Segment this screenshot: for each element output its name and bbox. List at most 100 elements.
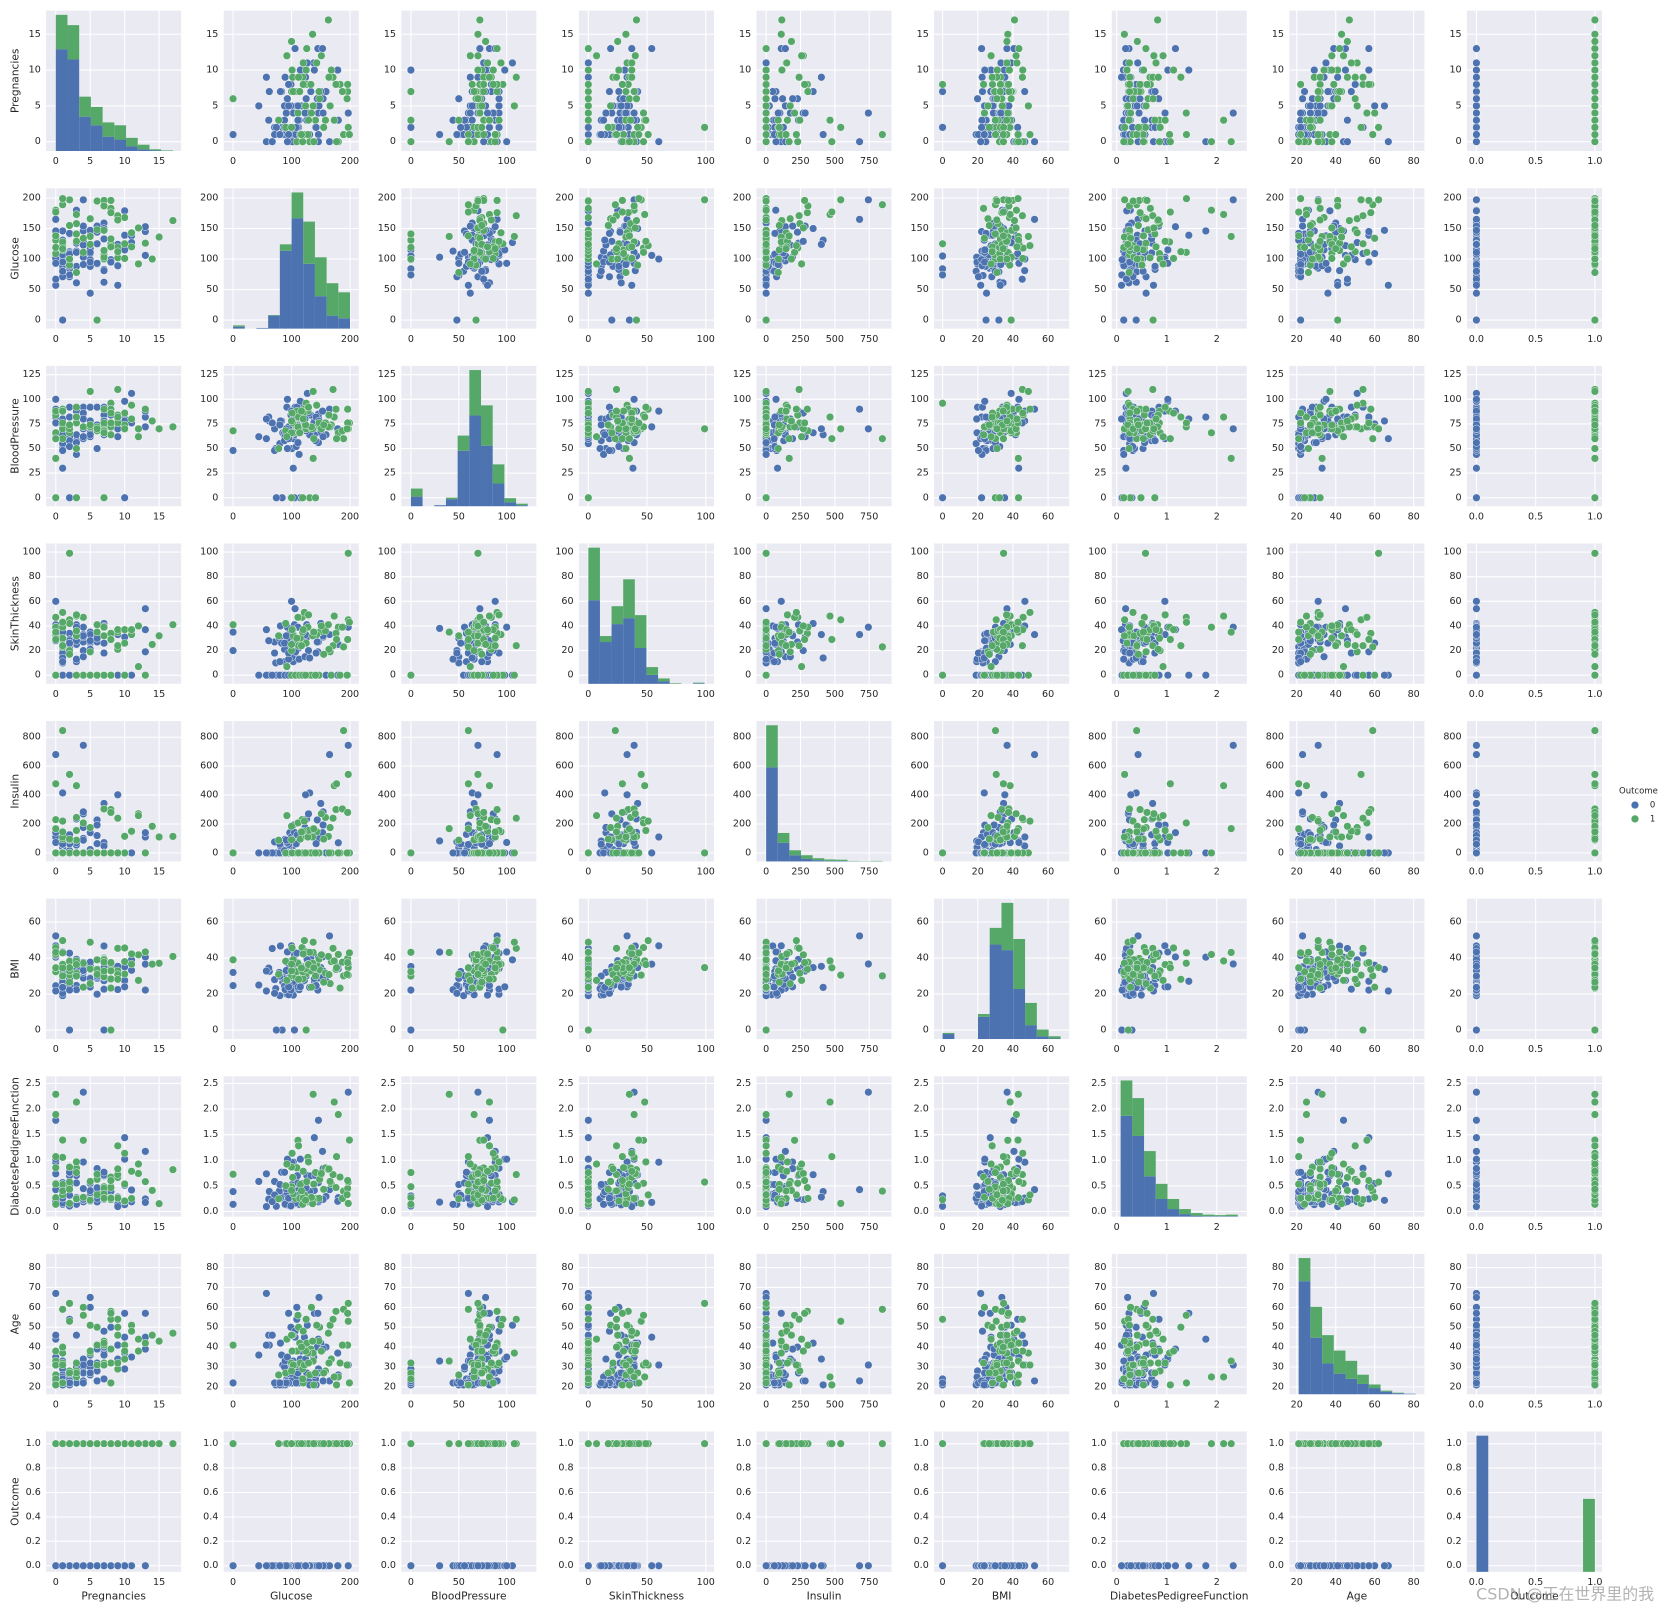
scatter-point [864,109,873,118]
scatter-point [1364,80,1373,89]
scatter-point [999,208,1008,217]
scatter-point [1149,94,1158,103]
scatter-point [584,87,593,96]
scatter-point [120,397,129,406]
scatter-point [318,44,327,53]
scatter-point [51,259,60,268]
scatter-point [762,424,771,433]
y-tick-label: 15 [561,29,573,40]
scatter-point [454,259,463,268]
scatter-point [494,101,504,110]
scatter-point [344,123,353,132]
scatter-point [795,116,804,125]
scatter-point [86,420,95,429]
scatter-point [343,80,352,89]
scatter-point [1136,493,1145,502]
x-tick-label: 0.0 [1469,334,1484,345]
scatter-point [324,15,333,24]
scatter-point [65,229,74,238]
scatter-point [1002,58,1011,67]
scatter-point [470,246,479,255]
x-tick-label: 15 [153,511,165,522]
scatter-point [1306,123,1315,132]
scatter-point [1219,210,1228,219]
y-tick-label: 80 [29,571,41,582]
scatter-point [1024,387,1033,396]
scatter-point [311,671,320,680]
scatter-point [127,414,136,424]
scatter-point [1125,73,1134,82]
scatter-point [274,444,283,453]
scatter-point [1133,254,1142,264]
scatter-point [324,73,333,82]
y-tick-label: 100 [378,547,396,558]
scatter-point [762,137,771,146]
scatter-point [793,137,802,146]
scatter-point [329,385,338,394]
scatter-point [502,137,511,146]
scatter-point [1149,316,1158,325]
y-tick-label: 10 [206,65,218,76]
scatter-point [93,671,102,680]
scatter-point [625,94,634,103]
x-tick-label: 0 [1114,334,1120,345]
scatter-point [1007,389,1016,398]
y-tick-label: 100 [733,547,751,558]
scatter-point [1004,196,1013,205]
y-tick-label: 15 [739,29,751,40]
histogram-bar [445,499,458,507]
scatter-point [485,116,494,125]
scatter-point [771,137,781,146]
scatter-point [93,620,102,629]
scatter-point [283,137,292,146]
y-tick-label: 100 [911,394,929,405]
scatter-point [58,244,67,253]
scatter-point [980,397,989,406]
scatter-point [771,395,781,404]
scatter-point [435,624,444,633]
scatter-point [454,94,463,103]
scatter-point [1141,123,1150,132]
x-tick-label: 60 [1369,511,1381,522]
x-tick-label: 100 [697,511,715,522]
scatter-point [1002,37,1011,46]
scatter-point [51,493,60,502]
scatter-point [287,416,296,426]
scatter-point [65,270,74,279]
scatter-point [321,116,330,125]
x-tick-label: 500 [826,511,844,522]
y-tick-label: 200 [23,193,41,204]
y-tick-label: 150 [555,223,573,234]
scatter-point [799,621,808,630]
y-tick-label: 15 [384,29,396,40]
scatter-point [106,430,115,439]
scatter-point [148,416,157,426]
y-tick-label: 5 [745,100,751,111]
scatter-point [491,130,500,139]
scatter-point [65,549,74,558]
y-tick-label: 75 [917,418,929,429]
scatter-point [1132,130,1141,139]
scatter-point [312,401,321,410]
scatter-point [607,428,616,437]
x-tick-label: 15 [153,156,165,167]
x-tick-label: 40 [1007,511,1019,522]
y-tick-label: 50 [1449,443,1461,454]
scatter-point [1121,464,1130,473]
scatter-point [51,671,60,680]
scatter-point [627,242,636,251]
scatter-point [803,87,812,96]
scatter-point [282,631,291,640]
scatter-point [106,409,115,418]
y-tick-label: 50 [1272,284,1284,295]
scatter-point [1345,15,1354,24]
scatter-point [344,549,353,558]
scatter-point [1319,66,1329,75]
x-tick-label: 0.0 [1469,156,1484,167]
scatter-point [1184,66,1193,75]
y-tick-label: 75 [206,418,218,429]
scatter-point [51,613,60,622]
y-tick-label: 0 [745,670,751,681]
scatter-point [1169,254,1178,263]
